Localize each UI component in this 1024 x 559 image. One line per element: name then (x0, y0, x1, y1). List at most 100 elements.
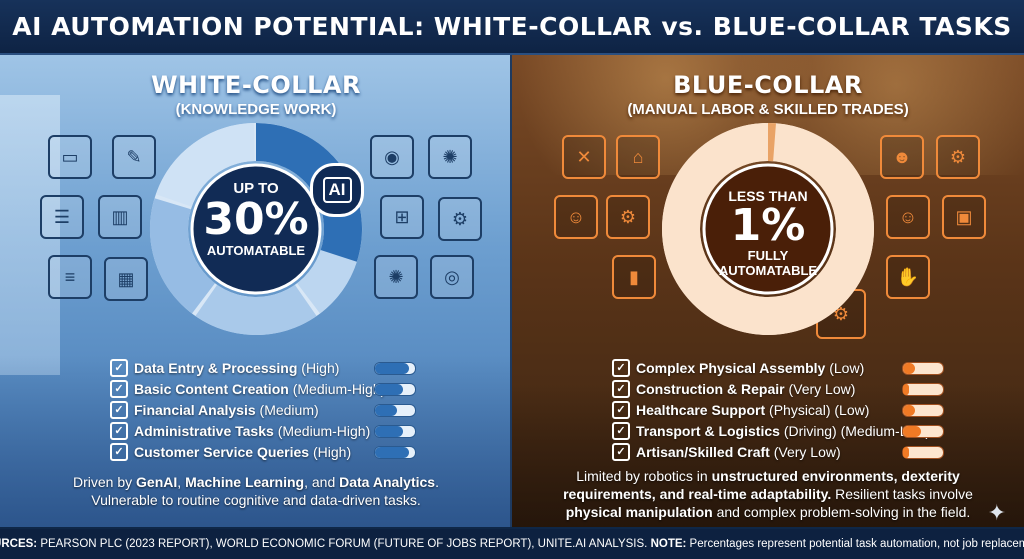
level-bar-fill (903, 384, 909, 395)
level-bar (902, 425, 944, 438)
blue-donut-segment (662, 123, 874, 335)
blue-task-row: ✓ Transport & Logistics (Driving) (Medium… (612, 420, 944, 441)
neural-icon: ✺ (374, 255, 418, 299)
blue-task-row: ✓ Complex Physical Assembly (Low) (612, 357, 944, 378)
level-bar-fill (375, 426, 403, 437)
white-task-row: ✓ Data Entry & Processing (High) (110, 357, 416, 378)
chart-monitor-icon: ▥ (98, 195, 142, 239)
check-icon: ✓ (110, 421, 128, 440)
task-name: Artisan/Skilled Craft (636, 443, 770, 460)
level-bar (374, 425, 416, 438)
check-icon: ✓ (612, 379, 630, 398)
tools-icon: ✕ (562, 135, 606, 179)
white-donut-segment (195, 284, 317, 335)
task-level: (Very Low) (773, 443, 841, 460)
blue-desc-3: and complex problem-solving in the field… (712, 504, 971, 520)
engineer-icon: ☺ (886, 195, 930, 239)
brain-icon: ✺ (428, 135, 472, 179)
flowchart-icon: ⊞ (380, 195, 424, 239)
level-bar (374, 404, 416, 417)
level-bar (902, 362, 944, 375)
sources-footer: SOURCES: PEARSON PLC (2023 REPORT), WORL… (0, 529, 1024, 559)
office-desk (0, 355, 512, 527)
blue-collar-center: LESS THAN 1% FULLY AUTOMATABLE (698, 188, 838, 278)
check-icon: ✓ (612, 442, 630, 461)
page-header: AI AUTOMATION POTENTIAL: WHITE-COLLAR vs… (0, 0, 1024, 55)
task-level: (Medium) (259, 401, 319, 418)
spreadsheet-icon: ▦ (104, 257, 148, 301)
document-icon: ✎ (112, 135, 156, 179)
white-collar-task-list: ✓ Data Entry & Processing (High) ✓ Basic Co… (110, 357, 416, 462)
task-level: (Medium-High) (292, 380, 386, 397)
blue-center-bottom-1: FULLY (747, 248, 789, 263)
note-text: Percentages represent potential task aut… (686, 538, 1024, 550)
ai-head-icon: ◉ (370, 135, 414, 179)
task-name: Construction & Repair (636, 380, 785, 397)
white-collar-subheading: (KNOWLEDGE WORK) (175, 101, 337, 118)
monitor-icon: ▭ (48, 135, 92, 179)
task-level: (Very Low) (788, 380, 856, 397)
blue-donut-center (702, 163, 834, 295)
white-desc-1: Driven by (73, 474, 137, 490)
task-name: Financial Analysis (134, 401, 256, 418)
blue-task-row: ✓ Healthcare Support (Physical) (Low) (612, 399, 944, 420)
task-level: (Medium-High) (277, 422, 371, 439)
white-desc-4: . (435, 474, 439, 490)
white-donut-segment (150, 198, 216, 314)
blue-collar-heading: BLUE-COLLAR (673, 71, 863, 99)
blue-collar-task-list: ✓ Complex Physical Assembly (Low) ✓ Constru… (612, 357, 944, 462)
task-label: Administrative Tasks (Medium-High) (134, 423, 370, 439)
level-bar-fill (375, 363, 409, 374)
sewing-machine-icon: ⌂ (616, 135, 660, 179)
white-center-bottom: AUTOMATABLE (206, 243, 306, 258)
level-bar (374, 446, 416, 459)
sources-label: SOURCES: (0, 538, 38, 550)
hands-gear-icon: ⚙ (936, 135, 980, 179)
level-bar-fill (903, 426, 921, 437)
white-collar-description: Driven by GenAI, Machine Learning, and D… (0, 473, 512, 509)
white-donut-center (190, 163, 322, 295)
blue-collar-description: Limited by robotics in unstructured envi… (548, 467, 988, 521)
spray-paint-icon: ▮ (612, 255, 656, 299)
level-bar (374, 362, 416, 375)
level-bar (374, 383, 416, 396)
task-level: (High) (301, 359, 340, 376)
task-label: Complex Physical Assembly (Low) (636, 360, 864, 376)
white-desc-3: , and (304, 474, 340, 490)
blue-desc-bold-2: physical manipulation (565, 504, 713, 520)
white-task-row: ✓ Administrative Tasks (Medium-High) (110, 420, 416, 441)
page-title: AI AUTOMATION POTENTIAL: WHITE-COLLAR vs… (12, 12, 1012, 41)
task-label: Basic Content Creation (Medium-High) (134, 381, 385, 397)
hardhat-worker-icon: ☻ (880, 135, 924, 179)
head-gear-icon: ⚙ (438, 197, 482, 241)
level-bar-fill (375, 384, 403, 395)
note-label: NOTE: (650, 538, 687, 550)
worker-icon: ☺ (554, 195, 598, 239)
task-label: Healthcare Support (Physical) (Low) (636, 402, 869, 418)
blue-center-bottom-2: AUTOMATABLE (718, 263, 818, 278)
office-window (0, 95, 60, 375)
level-bar (902, 404, 944, 417)
task-level: (Low) (829, 359, 865, 376)
task-name: Customer Service Queries (134, 443, 310, 460)
level-bar-fill (903, 363, 915, 374)
sparkle-icon: ✦ (987, 500, 1006, 525)
check-icon: ✓ (110, 379, 128, 398)
task-label: Customer Service Queries (High) (134, 444, 351, 460)
task-label: Financial Analysis (Medium) (134, 402, 319, 418)
white-desc-line2: Vulnerable to routine cognitive and data… (91, 492, 421, 508)
task-name: Basic Content Creation (134, 380, 289, 397)
level-bar-fill (903, 405, 915, 416)
task-name: Data Entry & Processing (134, 359, 298, 376)
white-task-row: ✓ Basic Content Creation (Medium-High) (110, 378, 416, 399)
hand-box-icon: ▣ (942, 195, 986, 239)
white-collar-center: UP TO 30% AUTOMATABLE (186, 180, 326, 258)
report-icon: ☰ (40, 195, 84, 239)
white-task-row: ✓ Financial Analysis (Medium) (110, 399, 416, 420)
level-bar (902, 383, 944, 396)
blue-desc-1: Limited by robotics in (576, 468, 712, 484)
white-collar-donut (150, 123, 362, 335)
level-bar (902, 446, 944, 459)
white-collar-heading: WHITE-COLLAR (151, 71, 361, 99)
check-icon: ✓ (110, 400, 128, 419)
